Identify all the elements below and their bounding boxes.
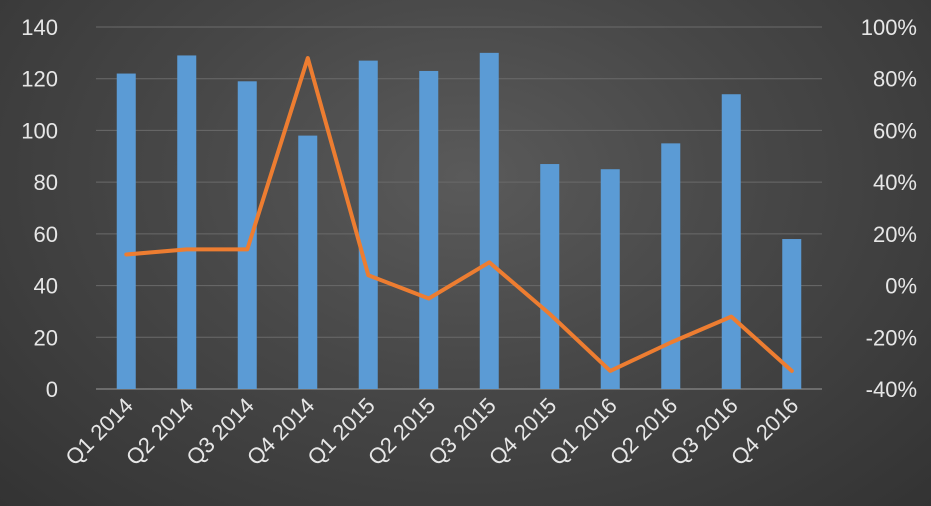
bar-series bbox=[116, 52, 802, 390]
bar bbox=[116, 73, 136, 390]
left-y-tick-label: 100 bbox=[21, 118, 58, 143]
bar bbox=[358, 60, 378, 389]
gridlines bbox=[96, 26, 822, 390]
left-y-axis: 0 20 40 60 80 100 120 140 bbox=[21, 15, 58, 402]
bar bbox=[721, 94, 741, 389]
left-y-tick-label: 120 bbox=[21, 67, 58, 92]
left-y-tick-label: 80 bbox=[34, 170, 58, 195]
left-y-tick-label: 40 bbox=[34, 274, 58, 299]
bar bbox=[237, 81, 257, 390]
left-y-tick-label: 20 bbox=[34, 325, 58, 350]
right-y-tick-label: -20% bbox=[866, 325, 917, 350]
bar bbox=[419, 70, 439, 389]
line-path bbox=[124, 56, 794, 373]
right-y-tick-label: 80% bbox=[873, 67, 917, 92]
right-y-tick-label: 100% bbox=[861, 15, 917, 40]
right-y-tick-label: 40% bbox=[873, 170, 917, 195]
bar bbox=[782, 239, 802, 389]
line-series bbox=[124, 56, 794, 373]
left-y-tick-label: 60 bbox=[34, 222, 58, 247]
bar bbox=[661, 143, 681, 389]
left-y-tick-label: 0 bbox=[46, 377, 58, 402]
bar bbox=[600, 169, 620, 389]
bar bbox=[298, 135, 318, 389]
right-y-axis: -40% -20% 0% 20% 40% 60% 80% 100% bbox=[861, 15, 917, 402]
right-y-tick-label: 0% bbox=[885, 274, 917, 299]
bar bbox=[177, 55, 197, 389]
bar bbox=[540, 164, 560, 389]
right-y-tick-label: 20% bbox=[873, 222, 917, 247]
bar bbox=[479, 52, 499, 389]
right-y-tick-label: 60% bbox=[873, 118, 917, 143]
right-y-tick-label: -40% bbox=[866, 377, 917, 402]
x-tick-label: Q4 2016 bbox=[726, 393, 803, 470]
left-y-tick-label: 140 bbox=[21, 15, 58, 40]
